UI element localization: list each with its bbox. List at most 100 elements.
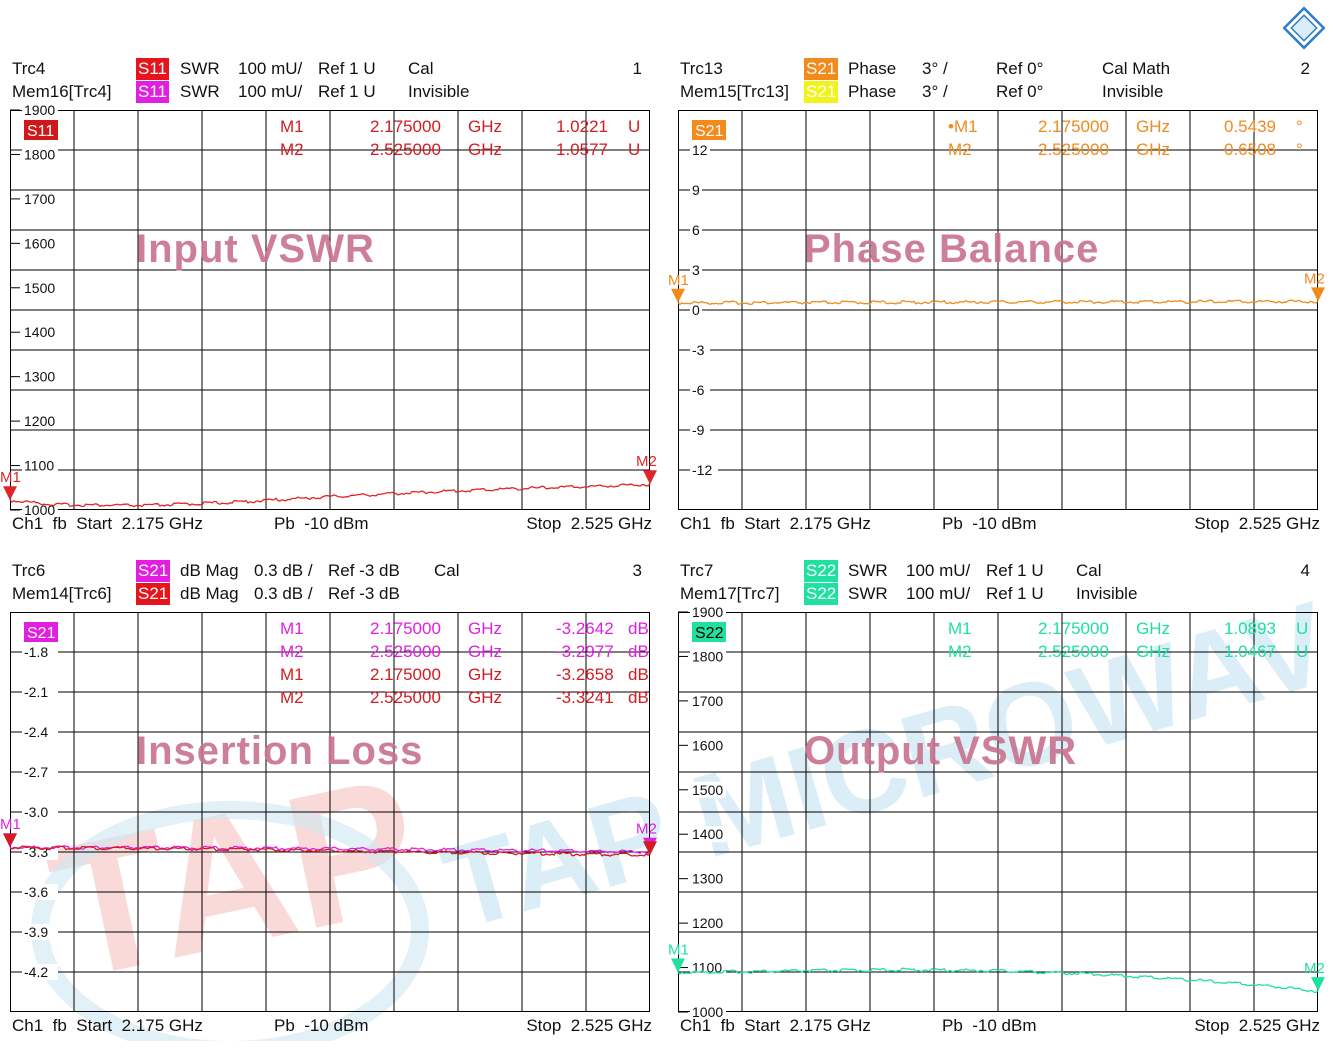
y-tick-label-bg: [690, 870, 726, 887]
marker-name: M2: [948, 140, 972, 159]
trace-line: [9, 845, 651, 857]
rs-diamond-icon: [1282, 6, 1326, 50]
y-tick-label: 1000: [692, 1004, 723, 1020]
y-tick-label-bg: [690, 826, 726, 843]
marker-value-unit: dB: [628, 665, 649, 684]
marker-m1-triangle[interactable]: [671, 288, 685, 303]
trace-label-text: S21: [27, 625, 56, 642]
trace-label-text: S22: [695, 625, 724, 642]
marker-name: M1: [948, 619, 972, 638]
marker-m2-triangle[interactable]: [1311, 977, 1325, 992]
marker-unit: GHz: [468, 619, 502, 638]
y-tick-label-bg: [690, 182, 702, 198]
y-tick-label-bg: [690, 915, 726, 932]
memory-status: Invisible: [1076, 584, 1138, 603]
marker-m1-triangle[interactable]: [3, 833, 17, 848]
y-tick-label-bg: [22, 368, 58, 385]
diagram-number: 3: [632, 561, 642, 580]
marker-value: 1.0221: [556, 117, 608, 136]
trace-format: SWR: [848, 561, 888, 580]
memory-format: Phase: [848, 82, 897, 101]
y-tick-label: 1500: [24, 280, 55, 296]
footer-power: Pb -10 dBm: [942, 514, 1037, 533]
y-tick-label-bg: [690, 142, 710, 158]
marker-value: 1.0577: [556, 140, 608, 159]
marker-value-unit: dB: [628, 642, 649, 661]
memory-ref: Ref 0°: [996, 82, 1044, 101]
y-tick-label: 1100: [24, 458, 54, 474]
trace-label-box[interactable]: [692, 120, 726, 140]
marker-m1-triangle[interactable]: [671, 958, 685, 973]
marker-m2-label: M2: [636, 453, 657, 470]
y-tick-label-bg: [22, 764, 58, 780]
marker-frequency: 2.175000: [1038, 117, 1109, 136]
trace-scale: 100 mU/: [238, 59, 303, 78]
y-tick-label-bg: [690, 604, 726, 620]
memory-format: SWR: [848, 584, 888, 603]
y-tick-label-bg: [22, 724, 58, 740]
marker-value: 1.0893: [1224, 619, 1276, 638]
memory-scale: 100 mU/: [238, 82, 303, 101]
y-tick-label-bg: [22, 413, 58, 430]
trace-label-box[interactable]: [24, 622, 58, 642]
y-tick-label: 1600: [692, 737, 723, 753]
marker-frequency: 2.525000: [1038, 140, 1109, 159]
marker-m1-triangle[interactable]: [3, 486, 17, 501]
plot-area: 12 9 6 3 0 -3 -6 -9 -12 M1 M2 S21 •M1 2.175000 GHz 0.54…: [668, 110, 1325, 510]
chart-title-overlay: Output VSWR: [804, 729, 1078, 773]
memory-status: Invisible: [1102, 82, 1164, 101]
footer-power: Pb -10 dBm: [942, 1016, 1037, 1035]
y-tick-label: -1.8: [24, 644, 48, 660]
marker-unit: GHz: [468, 140, 502, 159]
marker-m1-label: M1: [0, 469, 21, 486]
trace-line: [9, 483, 651, 508]
marker-unit: GHz: [1136, 117, 1170, 136]
marker-frequency: 2.175000: [370, 665, 441, 684]
trace-label-text: S11: [27, 123, 54, 140]
y-tick-label: 6: [692, 222, 700, 238]
trace-status: Cal: [408, 59, 434, 78]
memory-name: Mem17[Trc7]: [680, 584, 780, 603]
y-tick-label-bg: [22, 884, 58, 900]
trace-status: Cal Math: [1102, 59, 1171, 78]
y-tick-label-bg: [22, 146, 58, 163]
memory-format: SWR: [180, 82, 220, 101]
trace-label-text: S21: [695, 123, 724, 140]
memory-param-tag: S22: [804, 583, 839, 605]
y-tick-label: 0: [692, 302, 700, 318]
marker-unit: GHz: [1136, 140, 1170, 159]
marker-m1-label: M1: [0, 816, 21, 833]
marker-value-unit: U: [628, 140, 640, 159]
trace-label-box[interactable]: [692, 622, 726, 642]
marker-name: M2: [280, 140, 304, 159]
y-tick-label-bg: [22, 235, 58, 252]
trace-param-tag: S21: [804, 58, 839, 80]
marker-frequency: 2.525000: [370, 140, 441, 159]
marker-m1-label: M1: [668, 272, 689, 289]
y-tick-label: -3: [692, 342, 705, 358]
memory-name: Mem16[Trc4]: [12, 82, 112, 101]
plot-area: 1900 1800 1700 1600 1500 1400 1300 1200 1100 1000…: [668, 604, 1325, 1020]
marker-m2-triangle[interactable]: [643, 470, 657, 485]
y-tick-label: -3.9: [24, 924, 48, 940]
trace-line: [677, 299, 1319, 306]
y-tick-label-bg: [22, 684, 58, 700]
marker-unit: GHz: [1136, 642, 1170, 661]
footer-stop: Stop 2.525 GHz: [1194, 514, 1320, 533]
marker-value-unit: dB: [628, 688, 649, 707]
marker-m2-triangle[interactable]: [1311, 287, 1325, 302]
trace-name: Trc13: [680, 59, 723, 78]
memory-param-tag: S21: [804, 81, 839, 103]
y-tick-label: 1700: [24, 191, 55, 207]
trace-param-tag: S22: [804, 560, 839, 582]
footer-start: Ch1 fb Start 2.175 GHz: [680, 1016, 871, 1035]
y-tick-label-bg: [22, 804, 58, 820]
trace-ref: Ref 1 U: [318, 59, 376, 78]
y-tick-label-bg: [690, 262, 702, 278]
marker-value: -3.2658: [556, 665, 614, 684]
y-tick-label: 9: [692, 182, 700, 198]
trace-scale: 100 mU/: [906, 561, 971, 580]
trace-label-box[interactable]: [24, 120, 58, 140]
marker-m2-triangle[interactable]: [643, 841, 657, 856]
marker-value-unit: U: [1296, 642, 1308, 661]
